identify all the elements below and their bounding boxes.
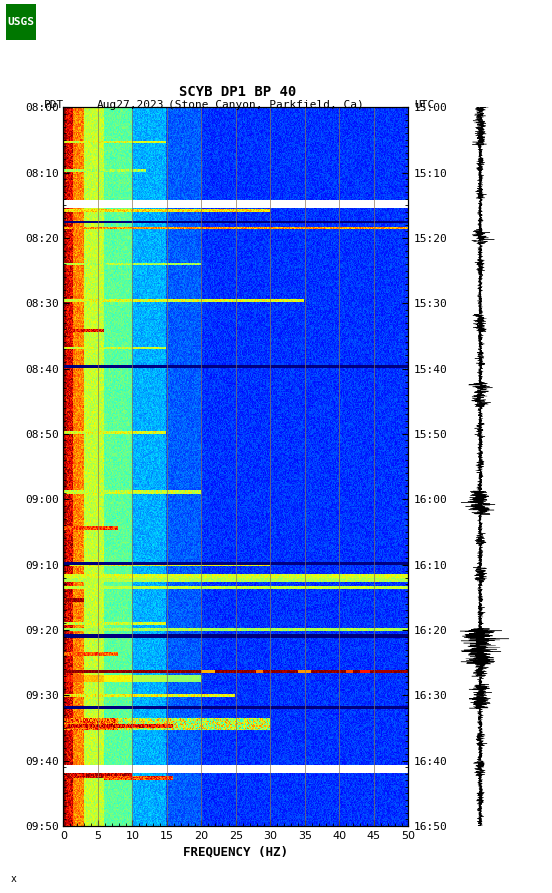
Text: Aug27,2023: Aug27,2023 <box>97 100 164 111</box>
Text: UTC: UTC <box>414 100 434 111</box>
Text: x: x <box>11 874 17 884</box>
Text: (Stone Canyon, Parkfield, Ca): (Stone Canyon, Parkfield, Ca) <box>168 100 364 111</box>
Text: USGS: USGS <box>7 17 34 28</box>
Text: PDT: PDT <box>44 100 65 111</box>
X-axis label: FREQUENCY (HZ): FREQUENCY (HZ) <box>183 845 289 858</box>
Text: SCYB DP1 BP 40: SCYB DP1 BP 40 <box>179 85 296 99</box>
FancyBboxPatch shape <box>6 4 36 40</box>
